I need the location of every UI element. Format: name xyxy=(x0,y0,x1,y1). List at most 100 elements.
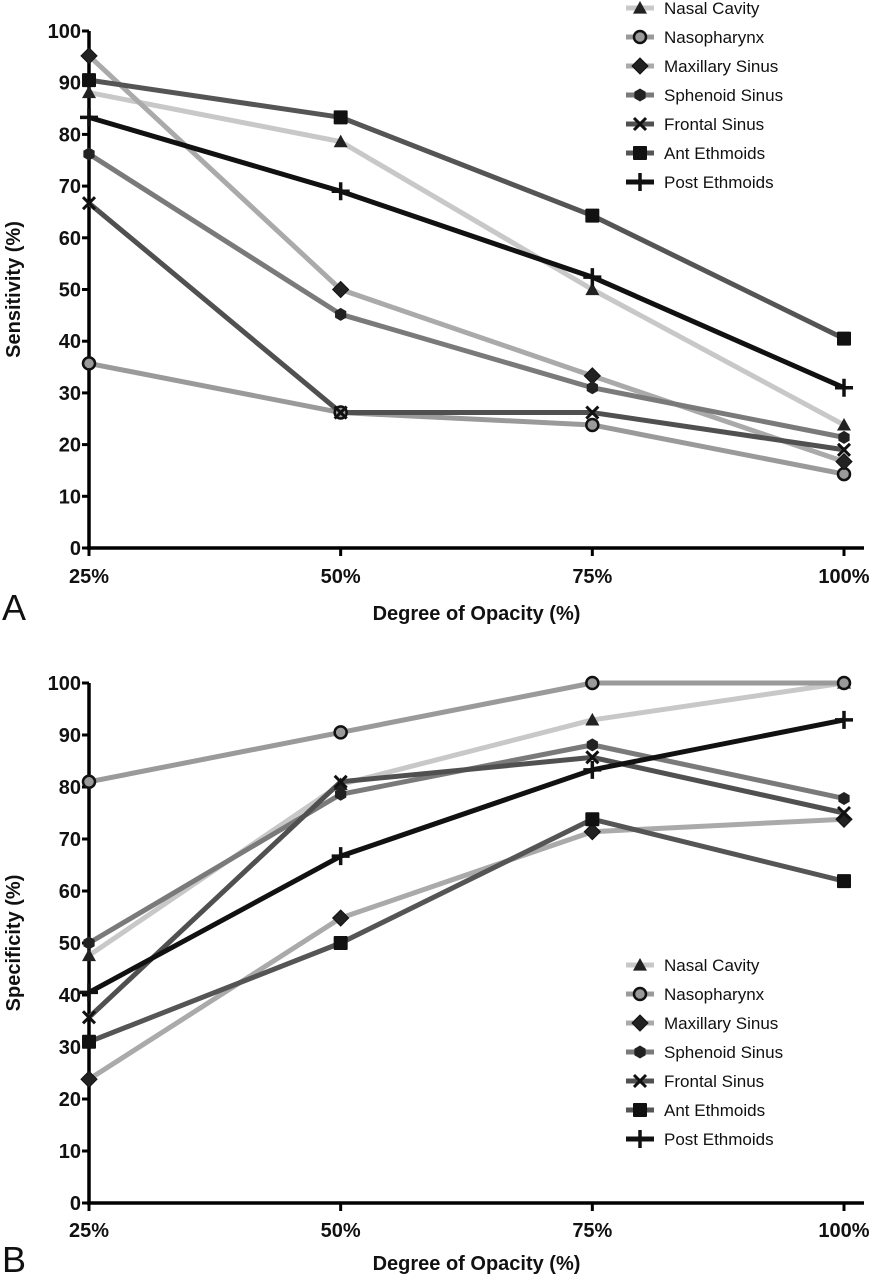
x-tick-label: 50% xyxy=(321,566,361,588)
x-axis-title: Degree of Opacity (%) xyxy=(373,1253,581,1275)
legend-item: Maxillary Sinus xyxy=(626,57,778,76)
legend-marker-icon xyxy=(631,173,649,191)
legend-label: Post Ethmoids xyxy=(664,1130,774,1149)
legend-item: Frontal Sinus xyxy=(626,115,764,134)
series-line-nasal-cavity xyxy=(88,90,846,428)
legend-label: Ant Ethmoids xyxy=(664,144,765,163)
y-tick-label: 90 xyxy=(59,725,81,747)
legend-label: Ant Ethmoids xyxy=(664,1101,765,1120)
y-tick-label: 80 xyxy=(59,124,81,146)
data-point xyxy=(836,805,852,821)
legend-item: Nasopharynx xyxy=(626,28,765,47)
data-point xyxy=(331,909,350,927)
legend-marker-icon xyxy=(633,958,647,971)
y-tick-label: 40 xyxy=(59,985,81,1007)
data-point xyxy=(331,847,350,866)
series-markers-nasal-cavity xyxy=(82,85,851,431)
legend-label: Sphenoid Sinus xyxy=(664,86,783,105)
legend-marker-icon xyxy=(634,88,646,102)
y-tick-label: 100 xyxy=(48,21,81,43)
y-tick-label: 70 xyxy=(59,176,81,198)
legend-marker-icon xyxy=(632,1073,648,1089)
legend-marker-icon xyxy=(632,29,648,45)
series-markers-sphenoid-sinus xyxy=(83,147,850,444)
data-point xyxy=(837,874,851,889)
data-point xyxy=(331,182,350,201)
data-point xyxy=(81,1010,97,1025)
data-point xyxy=(586,738,598,752)
legend-label: Nasal Cavity xyxy=(664,0,760,18)
data-point xyxy=(835,378,853,397)
x-axis-title: Degree of Opacity (%) xyxy=(373,603,581,625)
series-line-frontal-sinus xyxy=(87,754,845,1020)
y-tick-label: 40 xyxy=(59,331,81,353)
y-tick-label: 60 xyxy=(59,881,81,903)
legend-item: Nasal Cavity xyxy=(626,0,760,18)
data-point xyxy=(585,282,600,296)
series-line-ant-ethmoids xyxy=(88,77,846,341)
data-point xyxy=(80,983,98,1002)
data-point xyxy=(81,774,97,790)
data-point xyxy=(335,787,347,801)
data-point xyxy=(333,725,348,740)
legend-marker-icon xyxy=(633,1103,647,1117)
legend-item: Post Ethmoids xyxy=(626,1130,774,1149)
data-point xyxy=(333,936,348,950)
legend-marker-icon xyxy=(631,1014,649,1032)
legend-label: Frontal Sinus xyxy=(664,1072,764,1091)
series-markers-sphenoid-sinus xyxy=(83,738,850,950)
chart-panel-a: 0 10 20 30 40 50 60 70 80 90 100 25% 50% 75% 100% Degre… xyxy=(2,0,870,628)
y-tick-label: 60 xyxy=(59,228,81,250)
y-tick-label: 50 xyxy=(59,933,81,955)
legend-marker-icon xyxy=(633,1,647,14)
data-point xyxy=(80,47,98,65)
data-point xyxy=(333,774,348,789)
y-tick-label: 90 xyxy=(59,73,81,95)
data-point xyxy=(333,110,348,125)
data-point xyxy=(83,147,95,161)
data-point xyxy=(585,750,600,765)
data-point xyxy=(585,417,600,433)
legend-item: Sphenoid Sinus xyxy=(626,86,783,105)
y-tick-label: 10 xyxy=(59,486,81,508)
legend: Nasal Cavity Nasopharynx Maxillary Sinus Sp… xyxy=(626,0,783,192)
data-point xyxy=(80,1070,98,1088)
data-point xyxy=(585,675,600,691)
legend-label: Post Ethmoids xyxy=(664,173,774,192)
data-point xyxy=(585,405,600,420)
data-point xyxy=(585,812,600,827)
x-tick-label: 75% xyxy=(572,566,612,588)
legend-marker-icon xyxy=(631,1130,649,1148)
series-markers-frontal-sinus xyxy=(81,196,852,457)
data-point xyxy=(837,331,851,346)
panel-letter: A xyxy=(2,587,26,628)
data-point xyxy=(835,710,853,729)
legend-label: Frontal Sinus xyxy=(664,115,764,134)
x-tick-label: 50% xyxy=(321,1220,361,1242)
legend-item: Nasopharynx xyxy=(626,985,765,1004)
x-tick-label: 100% xyxy=(818,1220,869,1242)
series-markers-post-ethmoids xyxy=(80,710,853,1002)
legend-label: Maxillary Sinus xyxy=(664,1014,778,1033)
legend-marker-icon xyxy=(633,146,647,160)
x-tick-label: 25% xyxy=(69,566,109,588)
x-tick-label: 100% xyxy=(818,566,869,588)
legend-label: Nasopharynx xyxy=(664,985,765,1004)
data-point xyxy=(835,452,853,471)
legend-label: Maxillary Sinus xyxy=(664,57,778,76)
series-line-maxillary-sinus xyxy=(87,816,845,1082)
legend-label: Sphenoid Sinus xyxy=(664,1043,783,1062)
data-point xyxy=(837,417,851,431)
series-line-nasopharynx xyxy=(88,360,845,477)
data-point xyxy=(838,791,850,805)
legend-item: Nasal Cavity xyxy=(626,956,760,975)
data-point xyxy=(80,108,98,127)
data-point xyxy=(836,675,852,691)
legend-marker-icon xyxy=(634,1045,646,1059)
data-point xyxy=(583,268,602,287)
panel-letter: B xyxy=(2,1239,26,1280)
series-line-post-ethmoids xyxy=(88,114,846,391)
data-point xyxy=(331,280,350,299)
series-line-sphenoid-sinus xyxy=(87,151,845,440)
